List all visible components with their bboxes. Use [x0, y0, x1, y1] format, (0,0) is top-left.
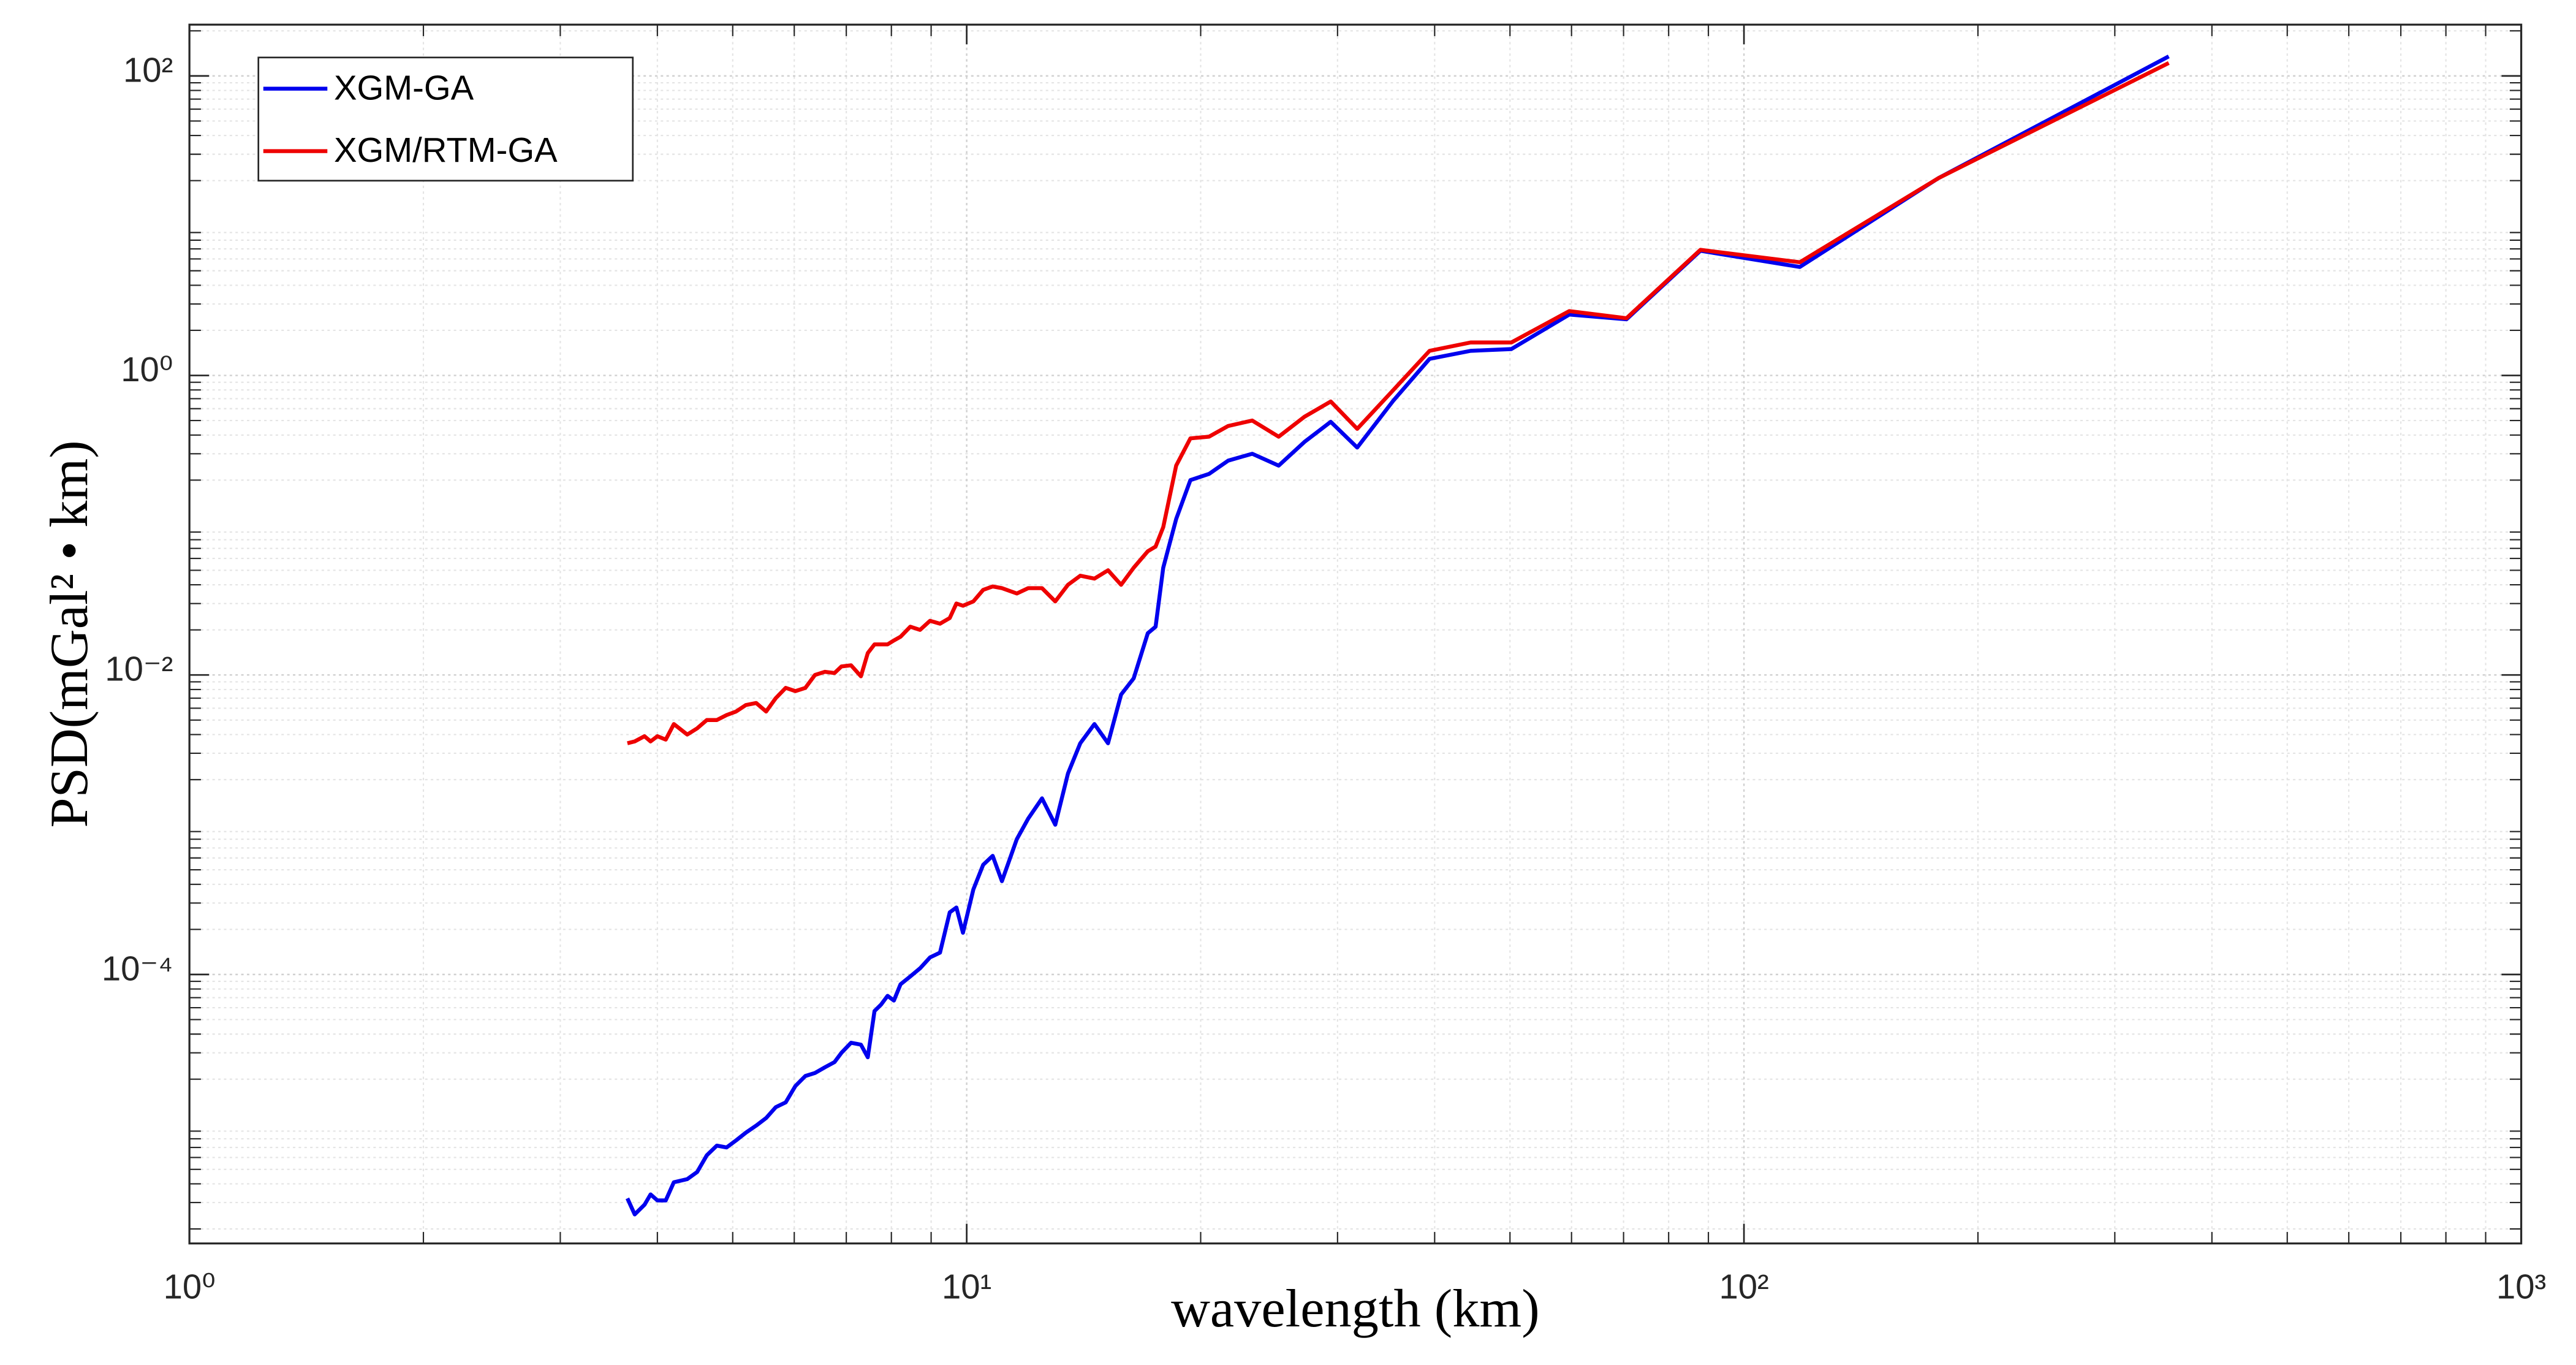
- y-tick-label: 10²: [123, 50, 173, 89]
- plot-lines: [625, 55, 2170, 1217]
- y-tick-label: 10⁻⁴: [102, 949, 173, 987]
- y-axis-label: PSD(mGal² • km): [39, 440, 99, 827]
- y-tick-label: 10⁰: [121, 350, 173, 389]
- y-tick-label: 10⁻²: [105, 650, 173, 688]
- data-line: [625, 55, 2170, 1217]
- legend-label: XGM-GA: [334, 68, 474, 107]
- ticks: 10⁰ 10¹ 10² 10³ 10⁻⁴ 10⁻² 10⁰ 10²: [102, 25, 2546, 1306]
- legend-label: XGM/RTM-GA: [334, 131, 558, 169]
- x-tick-label: 10³: [2496, 1268, 2546, 1306]
- x-axis-label: wavelength (km): [1171, 1279, 1540, 1339]
- data-line: [627, 61, 2170, 745]
- legend: XGM-GA XGM/RTM-GA: [257, 56, 634, 182]
- x-tick-label: 10²: [1719, 1268, 1768, 1306]
- x-tick-label: 10⁰: [164, 1268, 216, 1306]
- legend-box: [257, 56, 634, 182]
- plot-frame: [188, 23, 2523, 1245]
- x-tick-label: 10¹: [942, 1268, 991, 1306]
